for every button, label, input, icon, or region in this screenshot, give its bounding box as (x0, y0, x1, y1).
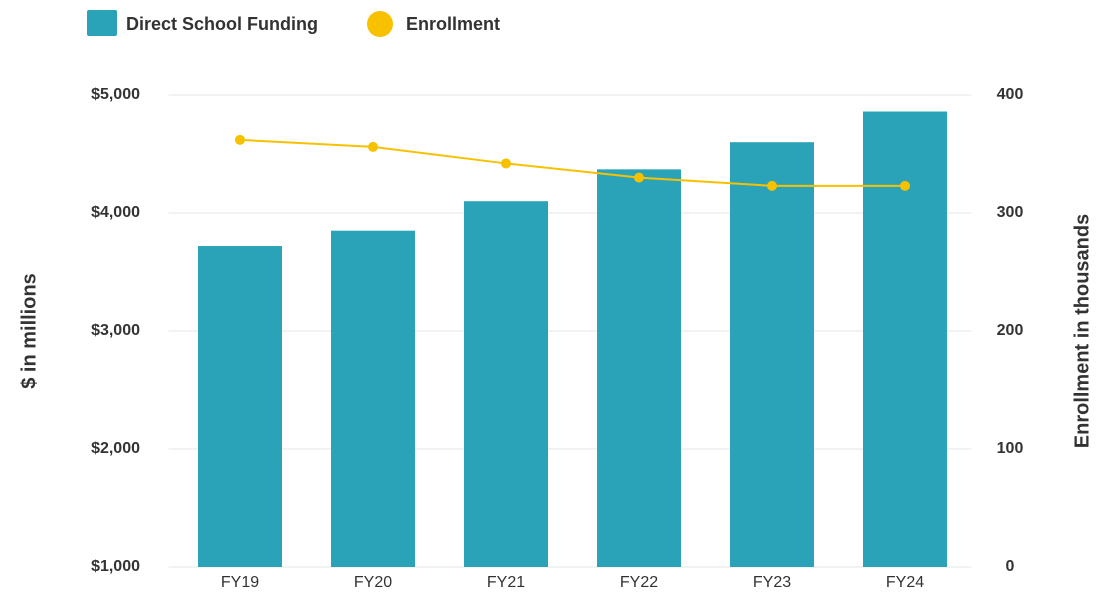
x-tick-label: FY19 (221, 574, 259, 591)
bar (597, 169, 681, 567)
bar (198, 246, 282, 568)
legend-swatch (367, 11, 393, 37)
bar (331, 230, 415, 567)
line-point (368, 141, 378, 152)
bar (464, 201, 548, 567)
line-point (767, 180, 777, 191)
legend-label: Direct School Funding (126, 14, 318, 34)
y-tick-label: $2,000 (91, 440, 140, 457)
y2-tick-label: 0 (1006, 558, 1015, 575)
x-tick-label: FY24 (886, 574, 924, 591)
bar (863, 111, 947, 568)
bar (730, 142, 814, 567)
line-point (235, 134, 245, 145)
y-tick-label: $1,000 (91, 558, 140, 575)
y2-axis-label: Enrollment in thousands (1071, 214, 1093, 448)
y2-tick-label: 100 (997, 440, 1024, 457)
y-tick-label: $4,000 (91, 204, 140, 221)
line-point (634, 172, 644, 183)
y2-tick-label: 300 (997, 204, 1024, 221)
y2-tick-label: 400 (997, 86, 1024, 103)
line-point (900, 180, 910, 191)
x-tick-label: FY22 (620, 574, 658, 591)
line-point (501, 158, 511, 169)
y2-tick-label: 200 (997, 322, 1024, 339)
legend-swatch (87, 10, 117, 36)
y-tick-label: $5,000 (91, 86, 140, 103)
y-tick-label: $3,000 (91, 322, 140, 339)
legend-label: Enrollment (406, 14, 500, 34)
x-tick-label: FY21 (487, 574, 525, 591)
y-axis-label: $ in millions (18, 273, 40, 389)
x-tick-label: FY20 (354, 574, 392, 591)
x-tick-label: FY23 (753, 574, 791, 591)
line (239, 138, 905, 187)
